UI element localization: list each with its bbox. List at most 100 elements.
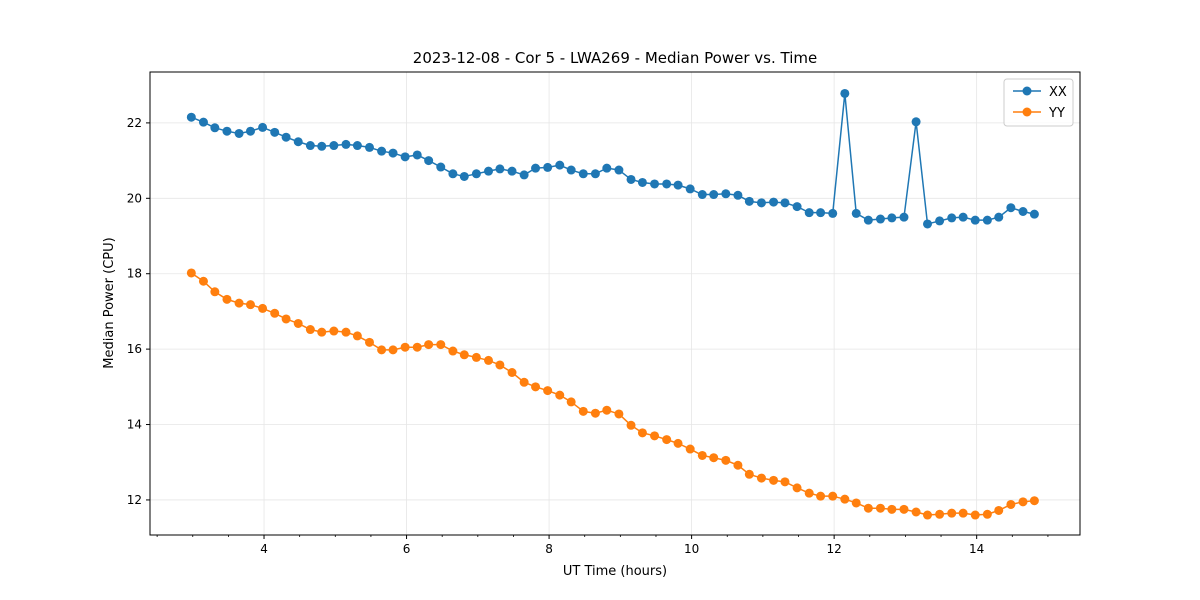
series-yy-point [341,327,351,337]
series-yy-point [816,491,826,501]
y-tick-label: 12 [127,493,142,507]
series-xx-point [436,162,446,172]
series-yy-point [626,420,636,430]
series-yy-point [234,298,244,308]
series-yy-point [922,510,932,520]
legend-yy-marker [1022,107,1032,117]
series-yy-point [352,331,362,341]
series-yy-point [484,355,494,365]
series-yy-point [721,455,731,465]
series-xx-point [756,198,766,208]
series-xx-point [662,179,672,189]
series-xx-point [388,148,398,158]
series-xx-point [673,180,683,190]
y-tick-label: 16 [127,342,142,356]
x-tick-label: 4 [260,542,268,556]
series-xx-point [281,132,291,142]
series-xx-point [495,164,505,174]
series-xx-point [899,212,909,222]
series-yy-point [590,408,600,418]
series-yy-point [602,405,612,415]
series-xx-point [590,169,600,179]
series-yy-point [329,326,339,336]
series-xx-point [186,112,196,122]
legend-xx-marker [1022,86,1032,96]
series-xx-point [851,208,861,218]
series-xx-point [459,171,469,181]
series-yy-point [519,377,529,387]
legend-xx-label: XX [1049,85,1067,100]
series-xx-point [471,169,481,179]
series-yy-point [804,488,814,498]
series-xx-point [329,141,339,151]
series-yy-point [412,342,422,352]
series-xx-point [792,202,802,212]
series-xx-point [341,139,351,149]
series-xx-point [270,127,280,137]
series-xx-point [626,174,636,184]
series-xx-point [935,216,945,226]
series-yy-point [840,494,850,504]
series-yy-point [994,505,1004,515]
series-yy-point [899,504,909,514]
y-tick-label: 18 [127,267,142,281]
plot-area [150,72,1080,535]
series-xx-point [614,165,624,175]
series-yy-point [305,325,315,335]
series-xx-point [780,198,790,208]
x-tick-label: 10 [684,542,699,556]
series-yy-point [578,406,588,416]
series-xx-point [922,219,932,229]
series-xx-point [637,177,647,187]
series-yy-point [459,350,469,360]
series-xx-point [210,123,220,133]
series-yy-point [424,340,434,350]
series-xx-point [709,190,719,200]
series-yy-point [317,327,327,337]
series-xx-point [769,197,779,207]
series-yy-point [911,507,921,517]
series-yy-point [697,450,707,460]
series-xx-point [816,208,826,218]
series-yy-point [828,491,838,501]
series-yy-point [662,435,672,445]
series-yy-point [222,294,232,304]
series-yy-point [637,428,647,438]
series-yy-point [555,390,565,400]
series-yy-point [935,509,945,519]
series-yy-point [495,360,505,370]
series-yy-point [281,314,291,324]
series-xx-point [1006,203,1016,213]
series-xx-point [840,88,850,98]
series-yy-point [245,300,255,310]
series-yy-point [1029,496,1039,506]
y-tick-label: 22 [127,116,142,130]
series-xx-point [1029,209,1039,219]
series-yy-point [947,508,957,518]
series-xx-point [352,141,362,151]
series-xx-point [448,169,458,179]
series-yy-point [863,503,873,513]
series-yy-point [388,345,398,355]
series-xx-point [970,215,980,225]
series-yy-point [543,386,553,396]
series-yy-point [1006,499,1016,509]
series-yy-point [258,303,268,313]
series-xx-point [947,213,957,223]
legend-yy-label: YY [1048,106,1065,121]
series-yy-point [958,508,968,518]
series-yy-point [377,345,387,355]
series-xx-point [507,166,517,176]
series-xx-point [222,126,232,136]
series-layer [186,88,1039,520]
series-yy-point [982,509,992,519]
series-yy-point [1018,497,1028,507]
series-xx-point [887,213,897,223]
plot-frame [149,71,1081,536]
series-xx-point [293,137,303,147]
series-yy-point [198,276,208,286]
series-xx-point [1018,207,1028,217]
series-yy-point [970,510,980,520]
series-xx-point [578,169,588,179]
series-xx-point [555,160,565,170]
